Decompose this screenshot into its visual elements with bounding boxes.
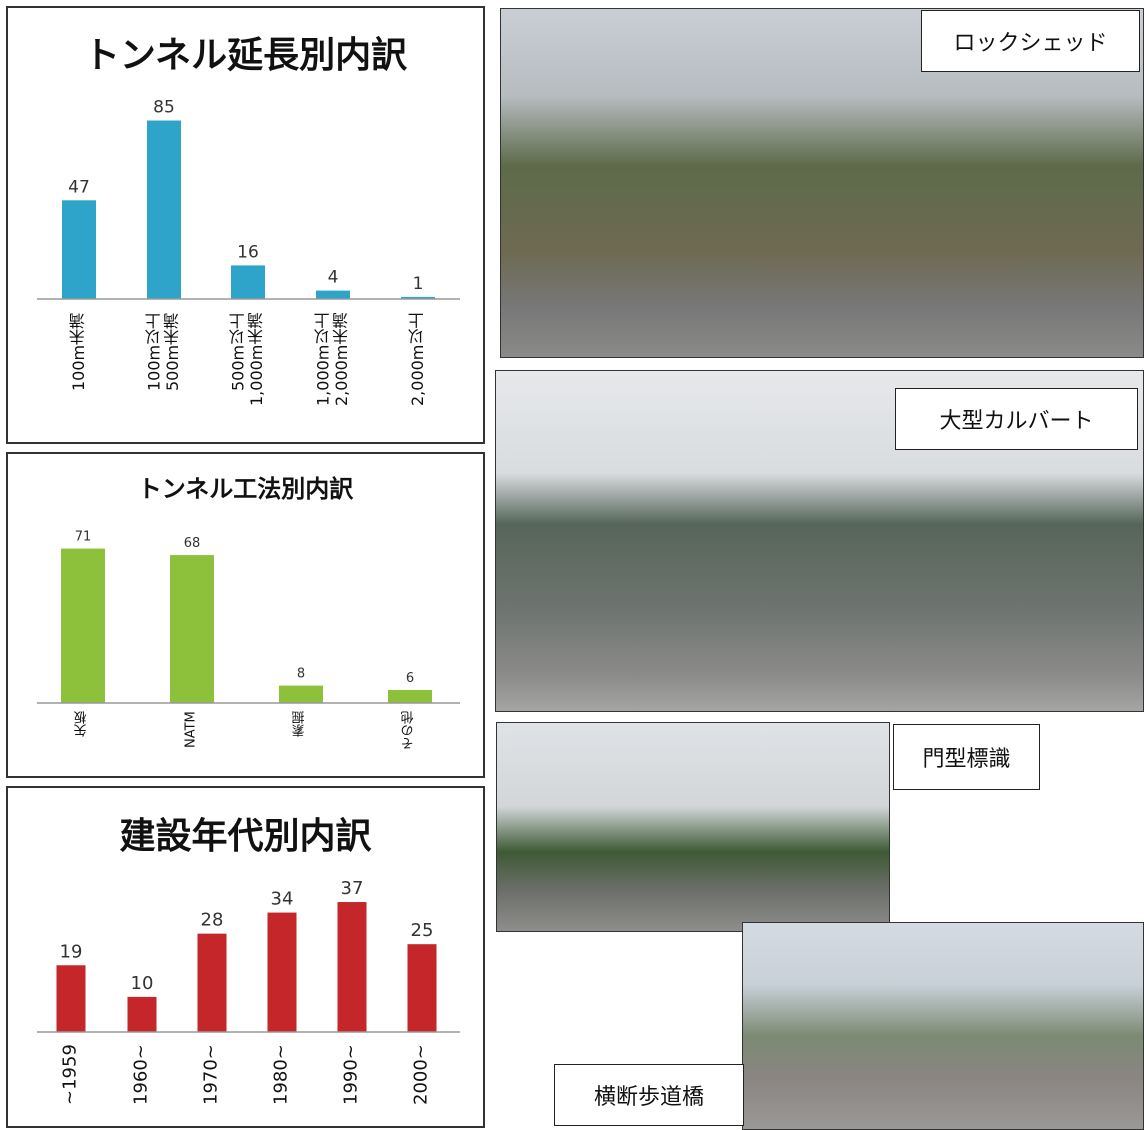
value-label: 37: [341, 878, 364, 899]
x-tick-label: 1970~: [202, 1044, 223, 1124]
value-label: 8: [297, 667, 305, 682]
bar: [268, 913, 297, 1032]
value-label: 10: [131, 973, 154, 994]
bar: [147, 121, 181, 300]
value-label: 85: [153, 98, 175, 118]
value-label: 16: [237, 242, 259, 262]
value-label: 47: [68, 177, 90, 197]
x-tick-label: NATM: [185, 711, 200, 771]
chart-panel: トンネル工法別内訳 71 68 8 6 矢板 NATM 素掘 その他: [6, 452, 485, 778]
x-tick-label: 2000~: [412, 1044, 433, 1124]
bar: [231, 265, 265, 299]
x-tick-label: 500m以上 1,000m未満: [230, 313, 267, 435]
bar: [170, 555, 214, 703]
photo-label: 大型カルバート: [895, 388, 1138, 450]
value-label: 4: [328, 268, 339, 288]
chart-panel: トンネル延長別内訳 47 85 16 4 1 100m未満 100m以上 500m未満 500m…: [6, 6, 485, 444]
bar: [388, 690, 432, 703]
bar: [338, 902, 367, 1032]
x-tick-label: 1960~: [132, 1044, 153, 1124]
x-tick-label: 100m以上 500m未満: [146, 313, 183, 435]
bar: [128, 997, 157, 1032]
chart-title: トンネル延長別内訳: [84, 35, 408, 76]
photo-label: ロックシェッド: [921, 10, 1140, 72]
x-tick-label: 矢板: [76, 711, 91, 771]
x-tick-label: 2,000m以上: [409, 313, 427, 435]
bar: [57, 965, 86, 1032]
x-tick-label: 1990~: [342, 1044, 363, 1124]
chart-panel: 建設年代別内訳 19 10 28 34 37 25 ~1959 1960~ 1970~ 1980~ 1…: [6, 786, 485, 1128]
value-label: 1: [413, 274, 424, 294]
value-label: 6: [406, 671, 414, 686]
x-tick-label: 素掘: [294, 711, 309, 771]
value-label: 25: [411, 920, 434, 941]
photo-label: 横断歩道橋: [554, 1064, 744, 1126]
page: ロックシェッド 大型カルバート 門型標識 横断歩道橋 トンネル延長別内訳4785…: [0, 0, 1144, 1130]
chart-title: 建設年代別内訳: [119, 816, 372, 857]
x-tick-label: 100m未満: [70, 313, 88, 435]
value-label: 71: [75, 530, 92, 545]
bar: [198, 934, 227, 1032]
photo: [742, 922, 1144, 1130]
photo: [496, 722, 890, 932]
value-label: 34: [271, 889, 294, 910]
bar: [279, 686, 323, 703]
x-tick-label: 1,000m以上 2,000m未満: [315, 313, 352, 435]
bar: [61, 549, 105, 703]
bar: [62, 200, 96, 299]
chart-title: トンネル工法別内訳: [138, 475, 355, 503]
value-label: 28: [201, 910, 224, 931]
bar: [408, 944, 437, 1032]
x-tick-label: その他: [403, 711, 418, 771]
x-tick-label: 1980~: [272, 1044, 293, 1124]
x-tick-label: ~1959: [61, 1044, 82, 1124]
photo-label: 門型標識: [893, 724, 1040, 790]
bar: [316, 291, 350, 299]
value-label: 19: [60, 941, 83, 962]
value-label: 68: [184, 536, 201, 551]
